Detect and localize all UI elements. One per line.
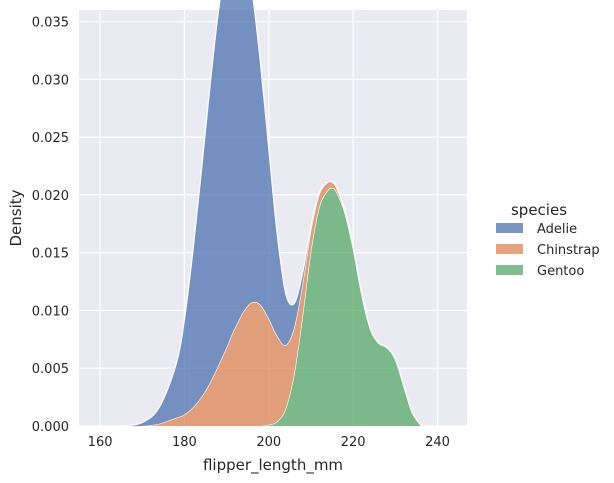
legend-swatch-chinstrap xyxy=(496,244,523,254)
legend-label-gentoo: Gentoo xyxy=(537,264,584,279)
legend-label-adelie: Adelie xyxy=(537,222,577,237)
legend-title: species xyxy=(511,201,567,219)
density-areas xyxy=(125,0,422,427)
legend-label-chinstrap: Chinstrap xyxy=(537,243,600,258)
density-area-chinstrap xyxy=(125,181,421,427)
x-tick-label: 240 xyxy=(425,435,450,450)
density-area-gentoo xyxy=(125,187,421,427)
y-tick-label: 0.000 xyxy=(32,420,69,435)
y-tick-label: 0.015 xyxy=(32,247,69,262)
y-axis-title: Density xyxy=(7,189,25,246)
y-tick-label: 0.020 xyxy=(32,189,69,204)
legend: species Adelie Chinstrap Gentoo xyxy=(496,201,600,279)
y-tick-label: 0.030 xyxy=(32,73,69,88)
y-tick-labels: 0.000 0.005 0.010 0.015 0.020 0.025 0.030 0.035 xyxy=(32,16,69,435)
y-tick-label: 0.010 xyxy=(32,304,69,319)
x-tick-label: 160 xyxy=(88,435,113,450)
y-tick-label: 0.035 xyxy=(32,16,69,31)
legend-items: Adelie Chinstrap Gentoo xyxy=(496,222,600,279)
x-axis-title: flipper_length_mm xyxy=(203,456,343,475)
x-tick-labels: 160 180 200 220 240 xyxy=(88,435,450,450)
y-tick-label: 0.025 xyxy=(32,131,69,146)
legend-swatch-gentoo xyxy=(496,265,523,275)
x-tick-label: 200 xyxy=(256,435,281,450)
legend-swatch-adelie xyxy=(496,223,523,233)
x-tick-label: 180 xyxy=(172,435,197,450)
density-edge-adelie xyxy=(125,0,422,427)
density-area-adelie xyxy=(125,0,421,427)
y-tick-label: 0.005 xyxy=(32,362,69,377)
x-tick-label: 220 xyxy=(341,435,366,450)
